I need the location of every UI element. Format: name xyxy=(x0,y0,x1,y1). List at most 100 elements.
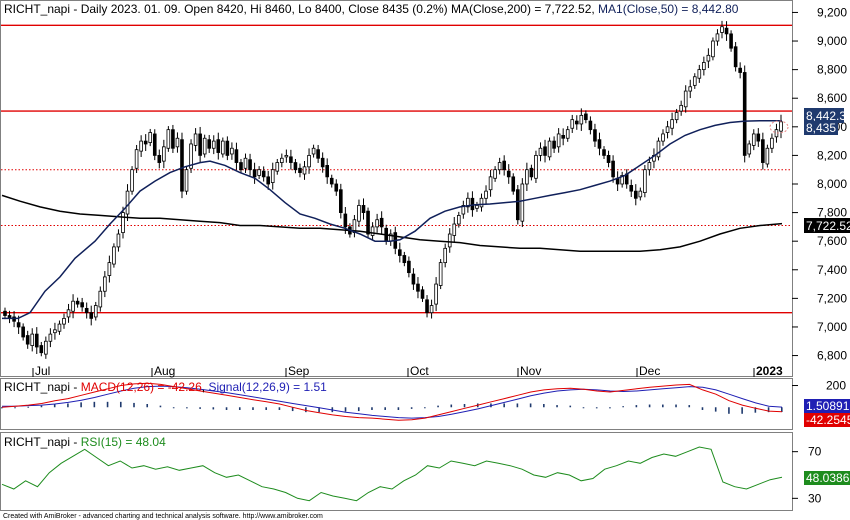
candle-body-99 xyxy=(452,223,457,236)
candle-body-82 xyxy=(375,219,379,228)
candle-body-103 xyxy=(470,197,475,211)
candle-body-112 xyxy=(511,176,516,192)
candle-body-70 xyxy=(320,157,325,168)
candle-body-46 xyxy=(211,140,216,149)
macd-hist-bar-4 xyxy=(53,404,56,408)
candle-body-100 xyxy=(456,215,461,225)
candle-body-7 xyxy=(34,333,39,348)
macd-hist-bar-42 xyxy=(556,405,558,408)
candle-body-150 xyxy=(683,90,688,108)
macd-title: RICHT_napi - MACD(12,26) = -42.26, Signa… xyxy=(4,380,327,394)
macd-hist-bar-19 xyxy=(252,407,254,410)
candle-body-118 xyxy=(538,147,543,156)
rsi-pane[interactable]: 30 70 RICHT_napi - RSI(15) = 48.04 48.038… xyxy=(0,432,850,511)
price-ytick-label-6800: 6,800 xyxy=(817,349,847,363)
candle-body-49 xyxy=(225,140,230,156)
candle-body-6 xyxy=(30,333,35,346)
candle-body-63 xyxy=(289,156,293,163)
candle-body-129 xyxy=(588,120,593,131)
price-x-axis: Jul Aug Sep Oct Nov Dec 2023 xyxy=(32,364,783,378)
candle-body-30 xyxy=(139,140,143,152)
macd-hist-bar-41 xyxy=(543,404,545,408)
candle-body-47 xyxy=(216,139,221,153)
candle-body-69 xyxy=(316,149,320,159)
candle-body-120 xyxy=(547,140,552,158)
macd-hist-bar-43 xyxy=(569,405,572,408)
candle-body-38 xyxy=(175,137,180,148)
candle-body-23 xyxy=(107,262,112,276)
candle-body-39 xyxy=(180,139,184,192)
candle-body-32 xyxy=(148,132,153,143)
svg-text:1.50891: 1.50891 xyxy=(806,399,850,413)
candle-body-81 xyxy=(370,226,375,236)
macd-hist-bar-31 xyxy=(410,407,413,409)
candle-body-141 xyxy=(643,169,647,193)
candle-body-105 xyxy=(479,197,484,208)
candle-body-171 xyxy=(779,121,783,132)
candle-body-128 xyxy=(584,113,588,121)
candle-body-66 xyxy=(302,166,307,175)
svg-text:48.0386: 48.0386 xyxy=(806,471,850,485)
price-xtick-label-4: Nov xyxy=(520,364,541,378)
candle-body-42 xyxy=(193,133,198,146)
candle-body-59 xyxy=(270,169,275,183)
last-bar-marker xyxy=(769,120,789,134)
candle-body-41 xyxy=(189,143,193,169)
candle-body-154 xyxy=(702,62,706,71)
candle-body-109 xyxy=(497,162,502,171)
ma200-line xyxy=(1,194,783,252)
rsi-ytick-label-30: 30 xyxy=(808,491,822,505)
candle-body-15 xyxy=(71,300,75,312)
price-symbol: RICHT_napi xyxy=(4,2,70,16)
candle-body-44 xyxy=(202,137,207,155)
price-ytick-label-8600: 8,600 xyxy=(817,91,847,105)
candle-body-97 xyxy=(443,247,447,264)
candle-body-50 xyxy=(230,147,234,155)
candle-body-121 xyxy=(552,140,556,149)
macd-hist-bar-40 xyxy=(529,403,532,408)
candle-body-4 xyxy=(21,326,25,338)
macd-hist-bar-50 xyxy=(662,404,664,408)
candle-body-155 xyxy=(706,54,711,62)
candle-body-117 xyxy=(534,155,538,179)
candle-body-147 xyxy=(670,119,674,129)
candle-body-31 xyxy=(143,140,148,145)
price-pane[interactable]: 6,800 7,000 7,200 7,400 7,600 7,800 8,000 8,200… xyxy=(0,0,850,379)
candle-body-133 xyxy=(606,155,611,163)
macd-label: MACD(12,26) = -42.26 xyxy=(81,380,202,394)
candle-body-90 xyxy=(411,273,416,285)
candle-body-19 xyxy=(89,312,94,319)
candle-body-14 xyxy=(66,309,71,318)
signal-label: Signal(12,26,9) = 1.51 xyxy=(208,380,327,394)
macd-hist-bar-1 xyxy=(14,407,16,409)
svg-text:8,435: 8,435 xyxy=(806,121,836,135)
macd-hist-bar-23 xyxy=(305,407,307,413)
macd-ytick-label-200: 200 xyxy=(826,379,846,393)
macd-hist-bar-39 xyxy=(516,403,519,408)
macd-hist-bar-44 xyxy=(582,407,585,409)
candle-body-151 xyxy=(688,86,693,92)
ma200-label: MA(Close,200) = 7,722.52, xyxy=(451,2,598,16)
macd-hist-bar-13 xyxy=(172,407,175,409)
candle-body-73 xyxy=(334,183,339,192)
macd-hist-bar-15 xyxy=(199,407,201,409)
candle-body-18 xyxy=(84,307,89,314)
candle-body-110 xyxy=(502,160,506,171)
price-ytick-label-8000: 8,000 xyxy=(817,177,847,191)
macd-hist-bar-27 xyxy=(357,407,360,412)
candle-body-87 xyxy=(398,249,402,256)
macd-hist-bar-35 xyxy=(463,404,466,408)
macd-line xyxy=(1,382,783,421)
candle-body-165 xyxy=(751,133,756,146)
candle-body-88 xyxy=(402,255,407,264)
candle-body-113 xyxy=(515,189,520,221)
svg-text:-42.2545: -42.2545 xyxy=(806,413,850,427)
candle-body-127 xyxy=(579,114,584,125)
price-ytick-label-9200: 9,200 xyxy=(817,5,847,19)
candle-body-162 xyxy=(738,67,742,73)
macd-hist-bar-32 xyxy=(424,407,426,409)
macd-pane[interactable]: 200 RICHT_napi - MACD(12,26) = -42.26, S… xyxy=(0,378,850,430)
horizontal-lines xyxy=(1,24,792,314)
price-ytick-label-7400: 7,400 xyxy=(817,263,847,277)
macd-hist-bar-9 xyxy=(119,401,122,408)
